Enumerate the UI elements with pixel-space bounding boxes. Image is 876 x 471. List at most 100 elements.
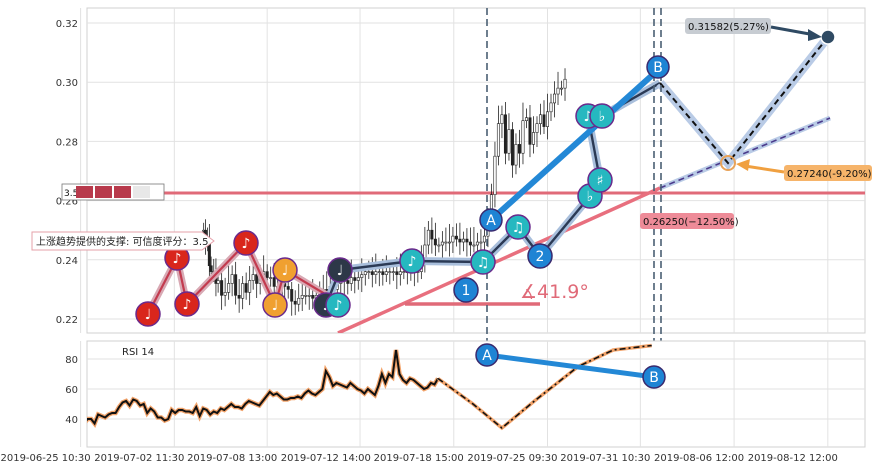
note-marker xyxy=(470,249,496,275)
candle-body xyxy=(553,93,557,104)
rsi-y-tick-label: 60 xyxy=(65,385,78,396)
wave-label-a: A xyxy=(479,208,503,232)
x-axis-ticks: 2019-06-25 10:30 2019-07-02 11:30 2019-07-… xyxy=(0,453,837,464)
wave-label-1-text: 1 xyxy=(462,283,471,299)
candle-body xyxy=(290,289,294,302)
candle-body xyxy=(349,277,353,284)
candle-body xyxy=(482,235,486,243)
candle-body xyxy=(265,271,269,278)
candle-body xyxy=(507,129,511,154)
x-tick-label: 2019-07-25 09:30 xyxy=(467,453,557,464)
candle-body xyxy=(370,271,374,275)
rsi-wave-label-a-text: A xyxy=(482,348,492,364)
candle-body xyxy=(563,78,567,89)
candle-body xyxy=(237,295,241,299)
wave-a-b-line xyxy=(488,67,661,223)
annotation-target: 0.31582(5.27%) xyxy=(685,18,822,41)
candle-body xyxy=(307,295,311,297)
candle-body xyxy=(468,241,472,246)
support-note: 上涨趋势提供的支撑: 可信度评分：3.5 xyxy=(31,231,215,251)
candle-body xyxy=(374,271,378,275)
note-marker xyxy=(505,214,531,240)
wave-label-2-text: 2 xyxy=(536,249,545,265)
candle-body xyxy=(447,241,451,244)
candle-body xyxy=(556,87,560,95)
price-y-tick-label: 0.30 xyxy=(56,78,78,89)
note-marker xyxy=(399,248,425,274)
candle-body xyxy=(367,271,371,273)
rsi-divergence-line xyxy=(486,352,655,380)
note-glyph: ♪ xyxy=(173,251,182,267)
uptrend-extension-dashed xyxy=(659,117,831,189)
angle-label: ∡41.9° xyxy=(520,281,589,303)
support-note-text: 上涨趋势提供的支撑: 可信度评分：3.5 xyxy=(36,235,208,248)
candle-body xyxy=(398,271,402,275)
note-marker xyxy=(174,291,200,317)
candle-body xyxy=(430,229,434,240)
candle-body xyxy=(293,300,297,305)
candle-body xyxy=(437,244,441,247)
candle-body xyxy=(244,283,248,293)
candle-body xyxy=(234,274,238,296)
candle-body xyxy=(444,241,448,244)
candle-body xyxy=(346,280,350,284)
annotation-low: 0.27240(-9.20%) xyxy=(736,159,872,181)
candle-body xyxy=(227,283,231,293)
candle-body xyxy=(402,271,406,273)
note-glyph: ♫ xyxy=(477,255,490,271)
wave-label-1: 1 xyxy=(453,277,479,303)
price-panel: 0.22 0.24 0.26 0.28 0.30 0.32 xyxy=(31,7,872,447)
wave-label-b-text: B xyxy=(653,60,663,76)
note-glyph: ♪ xyxy=(183,297,192,313)
annotation-trend-text: 0.26250(−12.50%) xyxy=(643,217,739,228)
note-marker xyxy=(325,292,351,318)
forecast-end-marker xyxy=(820,29,836,45)
rsi-title: RSI 14 xyxy=(122,347,154,358)
candle-body xyxy=(465,238,469,243)
rsi-wave-label-a: A xyxy=(475,343,499,367)
note-marker xyxy=(233,230,259,256)
forecast-dashed xyxy=(659,36,829,165)
note-glyph: ♩ xyxy=(337,263,344,279)
candle-body xyxy=(353,277,357,281)
note-glyph: ♭ xyxy=(599,109,606,125)
price-y-tick-label: 0.32 xyxy=(56,19,78,30)
support-level-badge: 3.5 xyxy=(61,183,165,201)
rsi-wave-label-b-text: B xyxy=(649,370,659,386)
note-glyph: ♪ xyxy=(584,109,593,125)
price-y-tick-label: 0.22 xyxy=(56,315,78,326)
wave-label-2: 2 xyxy=(527,243,553,269)
price-y-tick-label: 0.26 xyxy=(56,197,78,208)
wave-label-a-text: A xyxy=(486,213,496,229)
candle-body xyxy=(500,114,504,124)
candle-body xyxy=(510,129,514,166)
note-marker xyxy=(135,301,161,327)
candle-body xyxy=(377,271,381,273)
candle-body xyxy=(360,274,364,278)
note-glyph: ♪ xyxy=(334,298,343,314)
annotation-trend: 0.26250(−12.50%) xyxy=(640,213,739,229)
note-marker xyxy=(272,257,298,283)
candle-body xyxy=(521,120,525,154)
candle-body xyxy=(209,265,213,272)
note-marker xyxy=(587,167,613,193)
note-markers: ♩♪♪♪♩♩♩♩♪♪♫♫♭♯♪♭ xyxy=(135,103,615,327)
note-glyph: ♩ xyxy=(282,263,289,279)
note-glyph: ♭ xyxy=(587,189,594,205)
rsi-y-ticks: 40 60 80 xyxy=(65,355,78,426)
wave-label-b: B xyxy=(646,55,670,79)
candle-body xyxy=(528,117,532,145)
candle-body xyxy=(531,132,535,145)
uptrend-line xyxy=(337,186,661,333)
candle-body xyxy=(391,271,395,273)
candle-body xyxy=(549,102,553,113)
candle-body xyxy=(426,229,430,246)
candle-body xyxy=(223,292,227,296)
x-tick-label: 2019-07-02 11:30 xyxy=(94,453,184,464)
rsi-panel: 40 60 80 RSI 14 A B xyxy=(65,340,866,448)
note-glyph: ♪ xyxy=(242,236,251,252)
candle-body xyxy=(395,271,399,275)
candle-body xyxy=(503,114,507,154)
note-marker xyxy=(262,292,288,318)
